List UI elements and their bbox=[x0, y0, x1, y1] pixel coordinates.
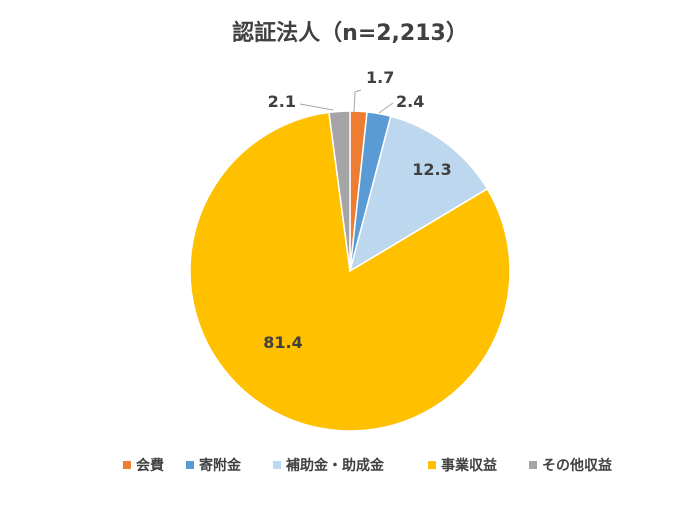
data-labels: 1.72.4 12.3 81.4 2.1 bbox=[263, 68, 451, 352]
data-label: 1.7 bbox=[366, 68, 394, 87]
leader-line bbox=[353, 89, 362, 113]
leader-line bbox=[378, 102, 394, 114]
leader-line bbox=[299, 103, 334, 111]
legend-label: その他収益 bbox=[542, 457, 612, 474]
legend-label: 寄附金 bbox=[199, 457, 242, 474]
pie-slices bbox=[189, 110, 511, 432]
pie-slice bbox=[189, 111, 511, 432]
pie-slice bbox=[348, 115, 489, 273]
legend-swatch bbox=[529, 461, 537, 469]
legend-swatch bbox=[186, 461, 194, 469]
chart-title: 認証法人（n=2,213） bbox=[232, 20, 468, 46]
legend: 会費 寄附金 補助金・助成金 事業収益 その他収益 bbox=[123, 457, 612, 474]
data-label: 2.1 bbox=[268, 92, 296, 111]
legend-label: 補助金・助成金 bbox=[285, 457, 385, 474]
data-label: 12.3 bbox=[412, 160, 451, 179]
data-label: 2.4 bbox=[396, 92, 424, 111]
data-label: 81.4 bbox=[263, 333, 302, 352]
legend-label: 会費 bbox=[136, 457, 164, 474]
legend-swatch bbox=[123, 461, 131, 469]
leader-lines bbox=[299, 89, 394, 114]
legend-swatch bbox=[273, 461, 281, 469]
legend-label: 事業収益 bbox=[441, 457, 497, 474]
pie-slice bbox=[328, 110, 351, 272]
legend-swatch bbox=[428, 461, 436, 469]
